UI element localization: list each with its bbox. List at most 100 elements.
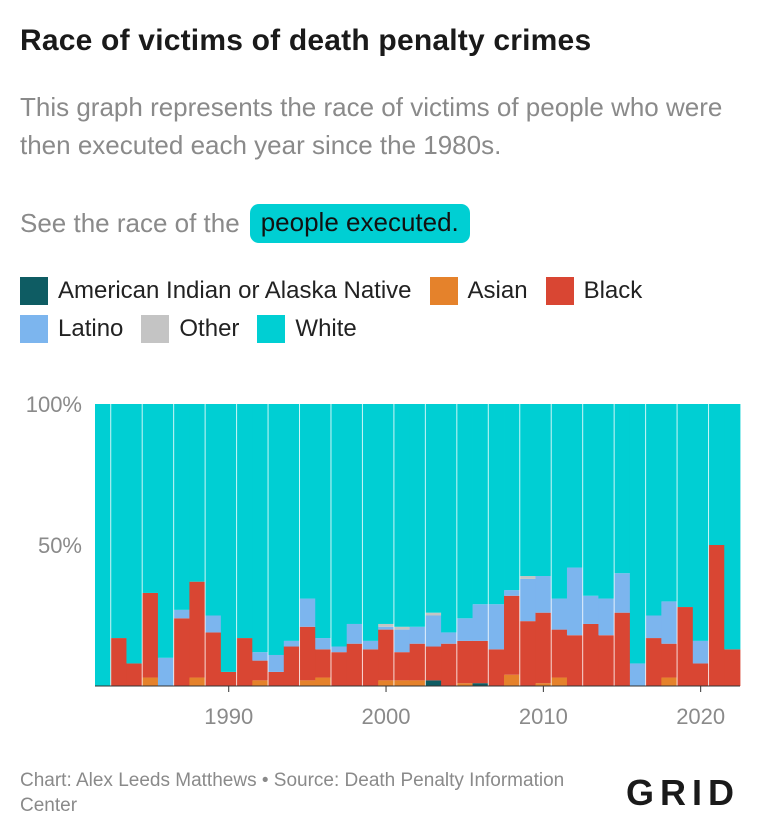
legend-item: White [257,314,357,344]
bar-segment-2010 [535,612,552,684]
bar-segment-2008 [504,674,521,686]
legend-swatch [141,315,170,343]
bar-segment-2021 [708,404,725,545]
bar-segment-1992 [252,404,269,653]
legend-item: Asian [429,276,528,306]
bar-segment-2001 [393,626,411,630]
bar-segment-2003 [425,680,442,686]
bar-segment-2011 [551,629,568,678]
bar-segment-2008 [504,590,521,596]
bar-segment-1990 [220,671,237,686]
bar-segment-1988 [189,404,206,582]
bar-segment-1992 [252,660,269,681]
bar-segment-2018 [661,601,678,644]
bar-segment-2004 [441,632,458,644]
bar-segment-2011 [551,677,568,686]
legend-label: Black [583,277,643,304]
bar-segment-1986 [157,404,175,658]
bar-segment-1984 [126,663,143,686]
stacked-bar-chart: 50% 100% 1990 2000 2010 2020 [26,392,741,729]
x-tick-label: 2020 [676,704,725,729]
bar-segment-2013 [582,595,599,624]
bar-segment-1994 [283,640,300,647]
bar-segment-2005 [456,683,473,686]
bar-segment-2016 [629,663,647,686]
bar-segment-2000 [378,626,395,630]
legend-item: Other [141,314,239,344]
chart-title: Race of victims of death penalty crimes [20,24,592,57]
bar-segment-1985 [142,404,159,593]
legend-label: Asian [467,277,528,304]
bar-segment-1997 [330,646,348,653]
bar-segment-2008 [504,404,521,591]
bar-segment-1987 [173,404,190,610]
legend: American Indian or Alaska Native Asian Bla… [20,276,740,344]
x-tick-label: 2000 [362,704,411,729]
footer-credit: Chart: Alex Leeds Matthews • Source: Dea… [20,770,565,816]
bar-segment-1996 [315,638,332,650]
bar-segment-1987 [173,609,190,619]
bar-segment-2015 [614,612,631,686]
bar-segment-1991 [236,404,253,639]
bar-segment-2003 [425,646,442,681]
chart-subtitle: This graph represents the race of victim… [20,92,723,160]
legend-label: White [295,315,357,342]
bar-segment-2018 [661,643,678,678]
bar-segment-1999 [362,640,379,650]
x-tick-label: 1990 [204,704,253,729]
bar-segment-2000 [378,404,395,624]
bar-segment-1994 [283,646,300,686]
bar-segment-2007 [488,604,505,650]
bar-segment-1994 [283,404,300,641]
bar-segment-2009 [519,576,536,579]
bar-segment-2006 [472,404,489,605]
bar-segment-2011 [551,404,568,599]
legend-swatch [20,277,48,305]
bars [95,404,741,686]
bar-segment-2011 [551,598,568,630]
legend-swatch [429,277,458,305]
bar-segment-2018 [661,677,678,686]
bar-segment-2019 [677,607,694,686]
bar-segment-1987 [173,618,190,686]
bar-segment-2005 [456,404,473,619]
bar-segment-1985 [142,677,159,686]
bar-segment-2017 [645,638,662,686]
bar-segment-2017 [645,404,662,616]
bar-segment-2009 [519,621,536,686]
bar-segment-2020 [692,404,709,641]
bar-segment-1983 [110,638,127,686]
bar-segment-2006 [472,683,489,686]
bar-segment-2013 [582,623,599,686]
bar-segment-1993 [268,404,285,655]
bar-segment-2007 [488,404,505,605]
legend-swatch [257,315,286,343]
y-tick-label: 100% [26,392,82,417]
bar-segment-2010 [535,404,552,577]
bar-segment-2002 [409,643,426,681]
bar-segment-2003 [425,612,442,616]
bar-segment-2003 [425,404,442,613]
see-prefix: See the race of the [20,208,240,238]
bar-segment-1986 [157,657,175,686]
bar-segment-1988 [189,677,206,686]
bar-segment-1983 [110,404,127,639]
bar-segment-1999 [362,404,379,641]
legend-item: Latino [20,314,123,344]
bar-segment-2017 [645,615,662,639]
bar-segment-2012 [566,404,584,568]
bar-segment-1993 [268,654,285,672]
bar-segment-1984 [126,404,143,664]
bar-segment-2022 [724,404,741,650]
bar-segment-2007 [488,649,505,686]
bar-segment-2006 [472,604,489,641]
bar-segment-2012 [566,635,584,686]
people-executed-link[interactable]: people executed. [249,204,470,243]
bar-segment-2005 [456,618,473,641]
bar-segment-2015 [614,573,631,613]
bar-segment-2009 [519,404,536,577]
bar-segment-2000 [378,629,395,681]
bar-segment-2020 [692,663,709,686]
bar-segment-2014 [598,404,615,599]
bar-segment-2002 [409,680,426,686]
